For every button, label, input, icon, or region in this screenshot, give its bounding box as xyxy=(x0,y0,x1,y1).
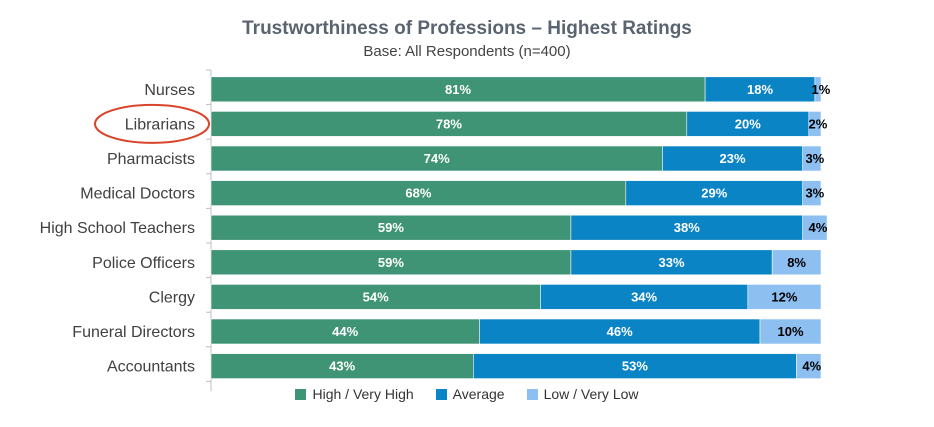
category-label: Medical Doctors xyxy=(80,186,195,203)
data-label: 34% xyxy=(631,289,657,304)
bar-segment xyxy=(210,318,480,345)
data-label: 29% xyxy=(701,186,727,201)
data-label: 20% xyxy=(735,116,761,131)
bar-segment xyxy=(802,180,822,206)
data-label: 23% xyxy=(720,151,746,166)
bar-segment xyxy=(479,318,761,345)
data-label: 33% xyxy=(659,255,685,270)
bar-segment xyxy=(210,214,572,241)
legend-swatch-low xyxy=(526,388,538,400)
bar-segment xyxy=(210,249,572,276)
data-label: 43% xyxy=(329,359,355,374)
category-label: Nurses xyxy=(144,82,195,99)
legend-item-high: High / Very High xyxy=(295,386,414,402)
bar-segment xyxy=(814,76,822,103)
legend-label-low: Low / Very Low xyxy=(543,386,639,402)
data-label: 74% xyxy=(424,151,450,166)
bar-segment xyxy=(570,214,804,241)
data-label: 59% xyxy=(378,220,404,235)
bar-segment xyxy=(625,180,803,206)
legend-swatch-average xyxy=(435,388,447,400)
legend-item-low: Low / Very Low xyxy=(526,386,639,402)
bar-segment xyxy=(704,76,816,103)
legend-swatch-high xyxy=(295,388,307,400)
bar-segment xyxy=(796,353,822,379)
data-label: 1% xyxy=(812,82,831,97)
data-label: 54% xyxy=(363,289,389,304)
data-label: 10% xyxy=(777,324,803,339)
legend-label-average: Average xyxy=(452,386,505,402)
data-label: 59% xyxy=(378,255,404,270)
legend: High / Very High Average Low / Very Low xyxy=(0,386,934,402)
category-label: Librarians xyxy=(125,116,195,133)
bar-segment xyxy=(771,249,822,276)
data-label: 78% xyxy=(436,116,462,131)
data-label: 2% xyxy=(809,116,828,131)
data-label: 12% xyxy=(771,289,797,304)
category-label: Funeral Directors xyxy=(72,324,195,341)
bar-segment xyxy=(210,353,474,379)
bar-segment xyxy=(802,145,822,172)
data-label: 46% xyxy=(607,324,633,339)
highlight-circle xyxy=(94,103,210,144)
bar-segment xyxy=(570,249,773,276)
legend-item-average: Average xyxy=(435,386,505,402)
data-label: 68% xyxy=(405,186,431,201)
bar-segment xyxy=(210,180,627,206)
bar-segment xyxy=(662,145,804,172)
data-label: 38% xyxy=(674,220,700,235)
category-label: High School Teachers xyxy=(40,220,195,237)
data-label: 53% xyxy=(622,359,648,374)
bar-segment xyxy=(747,284,822,310)
data-label: 4% xyxy=(809,220,828,235)
data-label: 44% xyxy=(332,324,358,339)
legend-label-high: High / Very High xyxy=(312,386,414,402)
data-label: 3% xyxy=(805,186,824,201)
data-label: 8% xyxy=(787,255,806,270)
bar-segment xyxy=(759,318,822,345)
category-label: Police Officers xyxy=(92,255,195,272)
bar-segment xyxy=(802,214,828,241)
bar-segment xyxy=(808,111,822,137)
category-label: Pharmacists xyxy=(107,151,195,168)
bar-segment xyxy=(472,353,797,379)
chart-title: Trustworthiness of Professions – Highest… xyxy=(242,18,692,39)
data-label: 4% xyxy=(802,359,821,374)
bar-segment xyxy=(210,111,688,137)
data-label: 3% xyxy=(805,151,824,166)
bar-segment xyxy=(210,145,663,172)
data-label: 18% xyxy=(747,82,773,97)
category-label: Clergy xyxy=(149,289,195,306)
chart-subtitle: Base: All Respondents (n=400) xyxy=(363,43,571,60)
bar-segment xyxy=(686,111,810,137)
bar-segment xyxy=(210,76,706,103)
category-label: Accountants xyxy=(107,359,195,376)
data-label: 81% xyxy=(445,82,471,97)
bar-segment xyxy=(210,284,541,310)
